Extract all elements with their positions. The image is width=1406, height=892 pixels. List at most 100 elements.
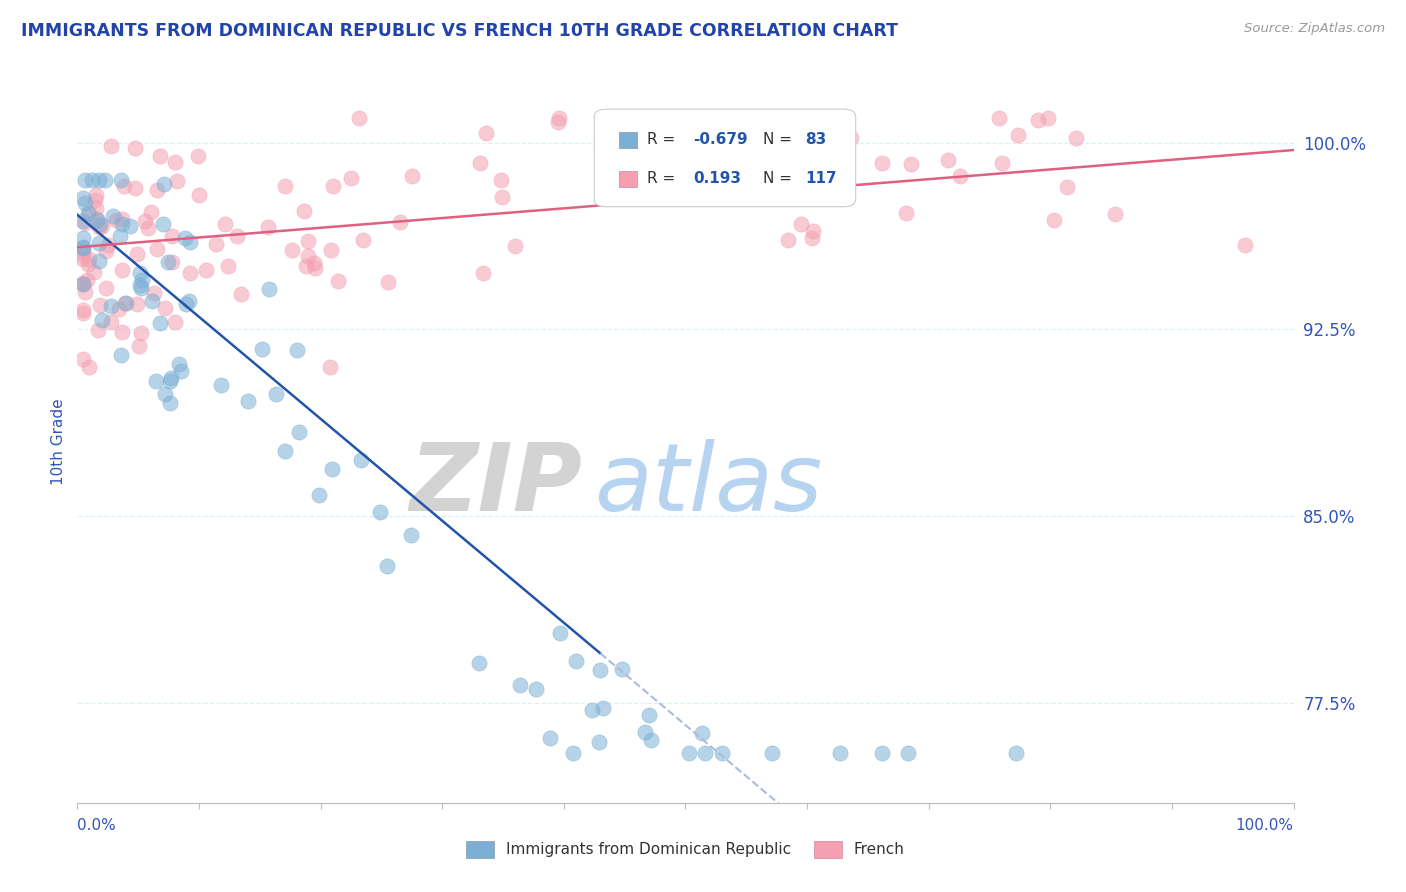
Point bbox=[297, 234, 319, 248]
Point bbox=[145, 374, 167, 388]
Point bbox=[100, 299, 122, 313]
Point bbox=[949, 169, 972, 184]
Point bbox=[257, 283, 280, 297]
Point bbox=[72, 241, 94, 255]
Point bbox=[134, 214, 156, 228]
Point bbox=[347, 111, 370, 125]
Point bbox=[72, 248, 94, 262]
Point bbox=[179, 235, 201, 249]
Point bbox=[104, 213, 127, 227]
Point bbox=[160, 229, 183, 244]
Point bbox=[72, 191, 94, 205]
Point bbox=[169, 357, 191, 371]
Point bbox=[274, 178, 297, 193]
Point bbox=[801, 224, 824, 238]
Text: N =: N = bbox=[762, 171, 792, 186]
Legend: Immigrants from Dominican Republic, French: Immigrants from Dominican Republic, Fren… bbox=[460, 835, 911, 863]
Point bbox=[1234, 237, 1257, 252]
Point bbox=[640, 733, 662, 747]
Point bbox=[77, 205, 100, 219]
Text: R =: R = bbox=[647, 132, 675, 147]
Point bbox=[163, 315, 186, 329]
Point bbox=[72, 240, 94, 254]
Point bbox=[368, 505, 391, 519]
Point bbox=[139, 205, 162, 219]
Point bbox=[125, 297, 148, 311]
Text: R =: R = bbox=[647, 171, 675, 186]
Text: Source: ZipAtlas.com: Source: ZipAtlas.com bbox=[1244, 22, 1385, 36]
Point bbox=[87, 236, 110, 251]
Point bbox=[304, 256, 326, 270]
Point bbox=[690, 164, 713, 178]
Point bbox=[124, 181, 146, 195]
Point bbox=[90, 312, 112, 326]
Point bbox=[87, 220, 110, 235]
FancyBboxPatch shape bbox=[595, 109, 856, 207]
Point bbox=[83, 265, 105, 279]
Point bbox=[100, 315, 122, 329]
Point bbox=[129, 277, 152, 292]
Point bbox=[84, 187, 107, 202]
Point bbox=[900, 157, 922, 171]
Point bbox=[111, 211, 134, 226]
Point bbox=[524, 681, 547, 696]
Point bbox=[114, 296, 136, 310]
Point bbox=[72, 302, 94, 317]
Point bbox=[141, 294, 163, 309]
Point bbox=[340, 171, 363, 186]
Point bbox=[160, 255, 183, 269]
Point bbox=[588, 735, 610, 749]
Point bbox=[897, 746, 920, 760]
Point bbox=[90, 219, 112, 234]
Point bbox=[129, 326, 152, 340]
Point bbox=[274, 444, 297, 458]
Point bbox=[229, 286, 252, 301]
Point bbox=[77, 359, 100, 374]
Text: 0.193: 0.193 bbox=[693, 171, 741, 186]
Text: 0.0%: 0.0% bbox=[77, 818, 117, 833]
Point bbox=[209, 378, 232, 392]
Point bbox=[1056, 179, 1078, 194]
Y-axis label: 10th Grade: 10th Grade bbox=[51, 398, 66, 485]
Point bbox=[1042, 212, 1064, 227]
Point bbox=[474, 126, 496, 140]
Point bbox=[318, 359, 340, 374]
Point bbox=[1005, 746, 1028, 760]
Point bbox=[761, 746, 783, 760]
Point bbox=[110, 173, 132, 187]
Point bbox=[280, 243, 302, 257]
Point bbox=[678, 746, 700, 760]
Point bbox=[349, 452, 371, 467]
Point bbox=[377, 275, 399, 289]
Point bbox=[693, 746, 716, 760]
Point bbox=[166, 174, 188, 188]
Point bbox=[1026, 113, 1049, 128]
Point bbox=[155, 386, 177, 401]
Point bbox=[195, 263, 218, 277]
Point bbox=[179, 266, 201, 280]
Point bbox=[322, 179, 344, 194]
Point bbox=[711, 746, 734, 760]
Point bbox=[491, 190, 513, 204]
Point bbox=[936, 153, 959, 167]
Point bbox=[297, 249, 319, 263]
Point bbox=[149, 149, 172, 163]
Point bbox=[870, 746, 893, 760]
Point bbox=[894, 206, 917, 220]
Point bbox=[828, 746, 851, 760]
Point bbox=[468, 156, 491, 170]
Point bbox=[401, 169, 423, 183]
Text: -0.679: -0.679 bbox=[693, 132, 748, 147]
Point bbox=[1007, 128, 1029, 142]
Point bbox=[110, 348, 132, 362]
Point bbox=[775, 175, 797, 189]
Point bbox=[174, 296, 197, 310]
Point bbox=[588, 663, 610, 677]
Point bbox=[721, 166, 744, 180]
Point bbox=[72, 230, 94, 244]
Point bbox=[146, 183, 169, 197]
Point bbox=[789, 169, 811, 184]
Point bbox=[352, 234, 374, 248]
Point bbox=[321, 462, 343, 476]
Text: IMMIGRANTS FROM DOMINICAN REPUBLIC VS FRENCH 10TH GRADE CORRELATION CHART: IMMIGRANTS FROM DOMINICAN REPUBLIC VS FR… bbox=[21, 22, 898, 40]
